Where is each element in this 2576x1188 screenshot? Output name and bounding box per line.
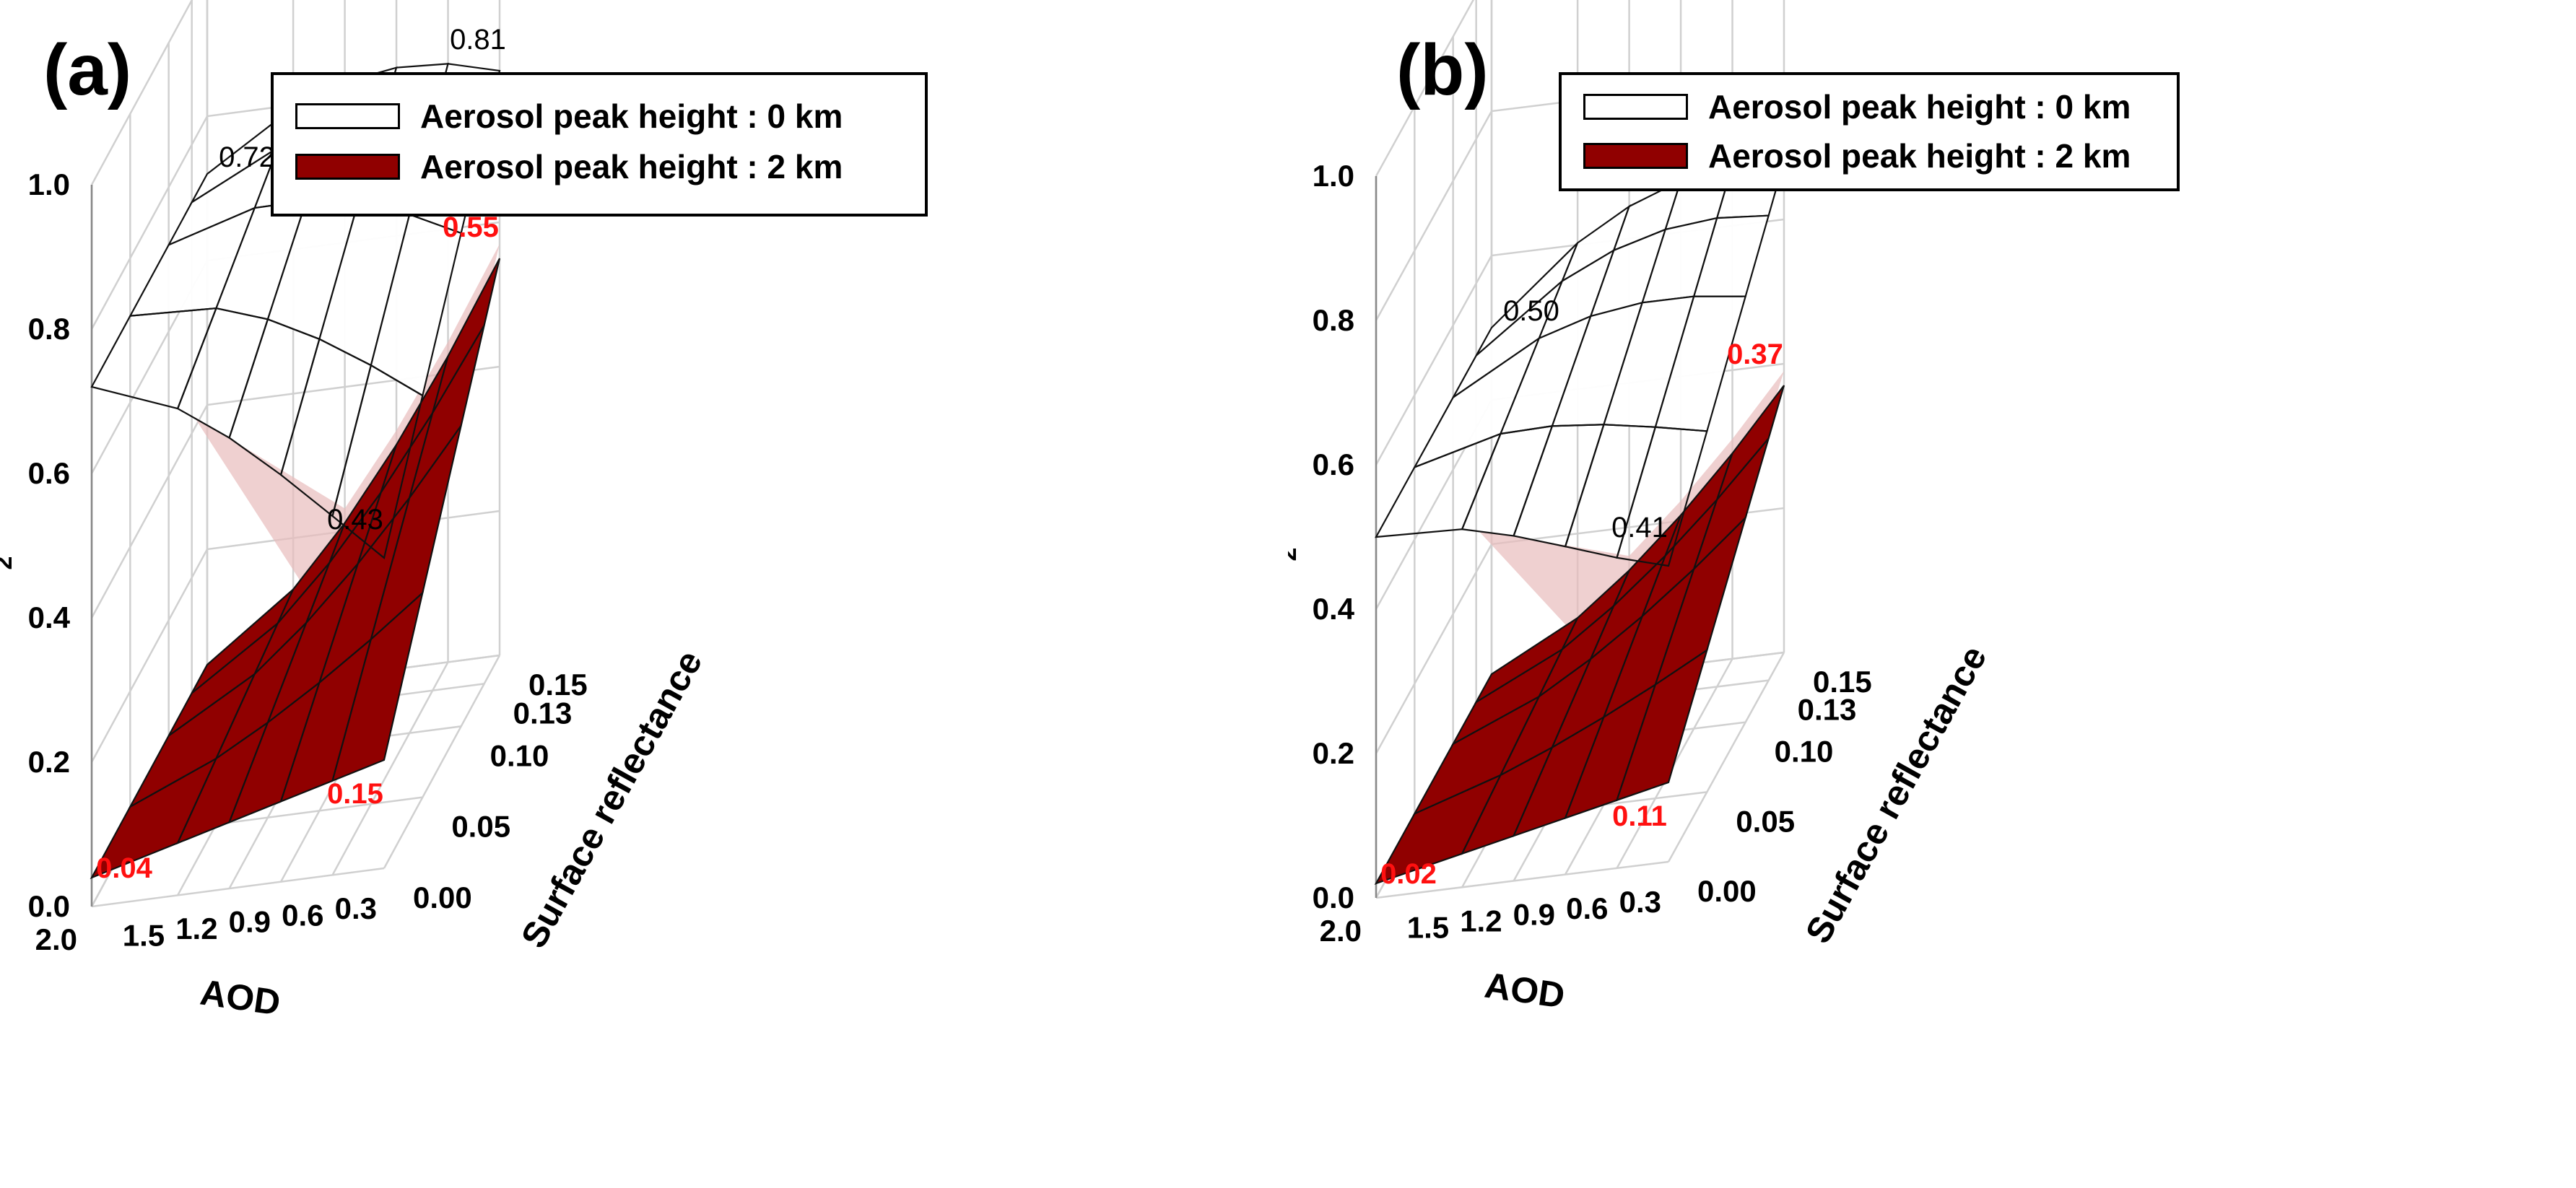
legend-swatch-red (295, 154, 400, 180)
data-label: 0.72 (219, 141, 275, 173)
z-tick-label: 0.8 (28, 312, 70, 346)
legend-label: Aerosol peak height : 0 km (420, 97, 843, 135)
aod-tick-label: 1.5 (1407, 910, 1449, 944)
z-tick-label: 0.4 (1313, 592, 1355, 626)
z-axis-ticks: 0.0 0.2 0.4 0.6 0.8 1.0 (28, 167, 71, 923)
legend-label: Aerosol peak height : 2 km (1708, 137, 2131, 175)
aod-axis-ticks: 2.0 1.5 1.2 0.9 0.6 0.3 (35, 891, 377, 956)
aod-tick-label: 0.3 (1619, 885, 1661, 919)
z-tick-label: 0.6 (28, 456, 70, 490)
translucent-shading (1478, 371, 1784, 738)
legend-b: Aerosol peak height : 0 km Aerosol peak … (1559, 72, 2180, 191)
refl-tick-label: 0.13 (513, 696, 573, 730)
panel-label-a: (a) (43, 30, 132, 110)
aod-tick-label: 2.0 (1320, 914, 1362, 948)
data-label: 0.55 (443, 211, 499, 243)
gridline-floor-refl (1375, 860, 1669, 899)
legend-a: Aerosol peak height : 0 km Aerosol peak … (271, 72, 928, 217)
surface-patch-red (432, 258, 501, 414)
aod-tick-label: 0.6 (282, 898, 323, 932)
legend-swatch-red (1583, 143, 1688, 169)
data-label: 0.11 (1612, 800, 1667, 832)
refl-tick-label: 0.00 (1697, 874, 1757, 908)
legend-entry-0km: Aerosol peak height : 0 km (295, 91, 903, 141)
refl-axis-ticks: 0.00 0.05 0.10 0.130.15 (1697, 665, 1872, 908)
z-tick-label: 0.2 (1313, 736, 1354, 770)
legend-swatch-white (295, 103, 400, 129)
refl-tick-label: 0.15 (528, 668, 588, 702)
data-label: 0.41 (1611, 512, 1668, 543)
refl-tick-label: 0.05 (1736, 804, 1795, 838)
data-label: 0.50 (1503, 295, 1559, 327)
aod-axis-title: AOD (1482, 965, 1567, 1016)
legend-swatch-white (1583, 94, 1688, 120)
surface-patch-white (1616, 426, 1708, 567)
gridline-floor-aod (383, 655, 501, 869)
z-axis-title: SO2 AMF (0, 469, 17, 622)
legend-entry-2km: Aerosol peak height : 2 km (295, 141, 903, 192)
surface-patch-white (331, 364, 424, 559)
surface-zero-aerosol (1375, 160, 1785, 567)
surface-high-aerosol (1374, 385, 1785, 885)
refl-axis-ticks: 0.00 0.05 0.10 0.130.15 (413, 668, 588, 914)
legend-label: Aerosol peak height : 2 km (420, 148, 843, 185)
surface-high-aerosol (90, 258, 501, 880)
z-tick-label: 0.0 (28, 889, 70, 923)
refl-tick-label: 0.10 (1775, 735, 1834, 769)
z-tick-label: 0.4 (28, 600, 71, 634)
z-tick-label: 0.8 (1313, 303, 1354, 337)
refl-tick-label: 0.13 (1798, 693, 1857, 727)
data-labels: 0.72 0.81 0.43 0.55 0.04 0.15 (96, 24, 506, 884)
data-label: 0.04 (96, 852, 153, 884)
aod-axis-title: AOD (198, 972, 283, 1023)
chart-panel-a: 0.0 0.2 0.4 0.6 0.8 1.0 2.0 1.5 1.2 0.9 0.6 0.3 0.00… (0, 0, 928, 1023)
refl-tick-label: 0.05 (451, 810, 510, 844)
gridline-floor-refl (91, 867, 385, 908)
aod-tick-label: 2.0 (35, 922, 77, 956)
z-tick-label: 1.0 (1313, 159, 1354, 193)
z-tick-label: 0.0 (1313, 881, 1354, 914)
data-label: 0.81 (450, 24, 506, 56)
aod-tick-label: 1.5 (123, 918, 165, 952)
aod-axis-ticks: 2.0 1.5 1.2 0.9 0.6 0.3 (1320, 885, 1661, 948)
aod-tick-label: 0.3 (335, 891, 377, 925)
refl-tick-label: 0.00 (413, 881, 472, 914)
z-axis-title: SO2 AMF (1288, 460, 1302, 613)
legend-entry-0km: Aerosol peak height : 0 km (1583, 82, 2155, 131)
z-tick-label: 1.0 (28, 167, 70, 201)
z-tick-label: 0.6 (1313, 447, 1354, 481)
aod-tick-label: 0.9 (229, 905, 271, 939)
chart-panel-b: 0.0 0.2 0.4 0.6 0.8 1.0 2.0 1.5 1.2 0.9 0.6 0.3 0.00… (1288, 0, 2576, 1188)
surface-plot-b: 0.0 0.2 0.4 0.6 0.8 1.0 2.0 1.5 1.2 0.9 0.6 0.3 0.00… (1288, 0, 1994, 1016)
refl-tick-label: 0.10 (490, 738, 549, 772)
aod-tick-label: 0.6 (1566, 891, 1608, 925)
z-tick-label: 0.2 (28, 745, 70, 779)
legend-entry-2km: Aerosol peak height : 2 km (1583, 131, 2155, 180)
aod-tick-label: 0.9 (1513, 898, 1555, 932)
aod-tick-label: 1.2 (175, 912, 217, 945)
legend-label: Aerosol peak height : 0 km (1708, 88, 2131, 126)
data-label: 0.15 (327, 778, 383, 810)
refl-tick-label: 0.15 (1813, 665, 1872, 699)
data-label: 0.37 (1727, 339, 1783, 370)
data-label: 0.02 (1380, 858, 1437, 890)
aod-tick-label: 1.2 (1460, 904, 1502, 938)
z-axis-ticks: 0.0 0.2 0.4 0.6 0.8 1.0 (1313, 159, 1355, 914)
data-label: 0.43 (327, 504, 383, 536)
gridline-floor-aod (331, 661, 449, 875)
surface-patch-white (1513, 424, 1605, 548)
surface-patch-red (1716, 385, 1785, 500)
panel-label-b: (b) (1396, 30, 1489, 110)
gridline-floor-aod (1667, 652, 1785, 862)
